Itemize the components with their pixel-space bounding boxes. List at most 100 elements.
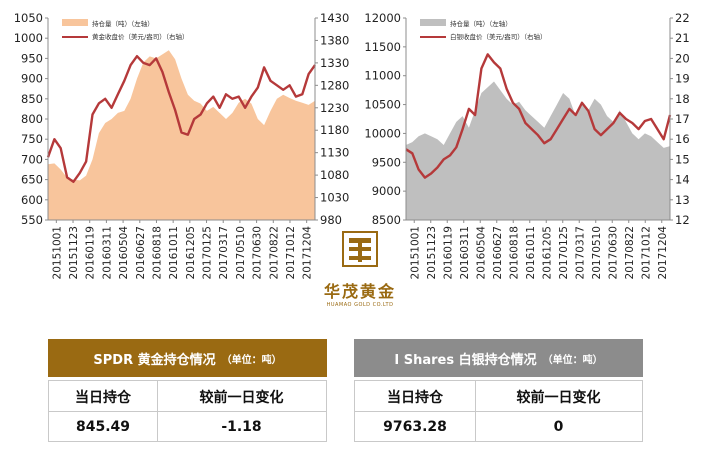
x-tick-label: 20170630 (252, 226, 264, 279)
legend-area-label: 持仓量（吨）（左轴） (450, 19, 512, 28)
silver-table: 当日持仓 较前一日变化 9763.28 0 (354, 380, 643, 442)
left-tick-label: 850 (21, 92, 43, 106)
x-tick-label: 20170630 (607, 226, 619, 279)
right-tick-label: 20 (675, 51, 690, 65)
right-tick-label: 1180 (320, 123, 349, 137)
right-tick-label: 1080 (320, 168, 349, 182)
x-tick-label: 20170125 (202, 226, 214, 279)
x-tick-label: 20170510 (591, 226, 603, 279)
left-tick-label: 8500 (372, 213, 401, 227)
gold-table: 当日持仓 较前一日变化 845.49 -1.18 (48, 380, 327, 442)
x-tick-label: 20160818 (151, 226, 163, 279)
gold-col-holding-header: 当日持仓 (75, 389, 131, 406)
left-tick-label: 750 (21, 132, 43, 146)
x-tick-label: 20160818 (508, 226, 520, 279)
x-tick-label: 20151123 (68, 226, 80, 279)
left-tick-label: 1000 (14, 31, 43, 45)
x-tick-label: 20170822 (624, 226, 636, 279)
right-tick-label: 16 (675, 132, 690, 146)
x-tick-label: 20171012 (285, 226, 297, 279)
legend-line-label: 白银收盘价（美元/盎司）（右轴） (450, 32, 546, 41)
price-line-series (46, 55, 316, 183)
logo-subtitle: HUAMAO GOLD CO.LTD (326, 302, 394, 308)
x-tick-label: 20171204 (302, 226, 314, 280)
silver-table-header: I Shares 白银持仓情况 （单位：吨） (354, 339, 643, 377)
silver-holdings-chart: 8500 9000 9500 10000 10500 11000 11500 12000 12 1… (364, 11, 690, 280)
gold-table-title: SPDR 黄金持仓情况 (93, 352, 216, 368)
right-tick-label: 1280 (320, 78, 349, 92)
silver-table-unit: （单位：吨） (542, 354, 603, 366)
right-tick-label: 1380 (320, 33, 349, 47)
left-tick-label: 550 (21, 213, 43, 227)
right-tick-label: 13 (675, 193, 690, 207)
right-tick-label: 19 (675, 72, 690, 86)
silver-holding-value: 9763.28 (383, 418, 447, 435)
x-tick-label: 20160311 (101, 226, 113, 279)
right-tick-label: 1130 (320, 146, 349, 160)
left-tick-label: 12000 (364, 11, 401, 25)
x-tick-label: 20160119 (442, 226, 454, 279)
legend-area-label: 持仓量（吨）（左轴） (92, 19, 154, 28)
right-tick-label: 14 (675, 173, 690, 187)
silver-table-title: I Shares 白银持仓情况 (394, 352, 537, 368)
left-tick-label: 10000 (364, 126, 401, 140)
price-line-series (405, 53, 672, 179)
right-tick-label: 12 (675, 213, 690, 227)
x-tick-label: 20161205 (185, 226, 197, 279)
gold-holding-value: 845.49 (75, 418, 131, 435)
legend-area-swatch (420, 19, 446, 26)
silver-change-value: 0 (553, 418, 564, 435)
x-tick-label: 20161011 (525, 226, 537, 279)
gold-col-change-header: 较前一日变化 (199, 389, 284, 406)
right-tick-label: 21 (675, 31, 690, 45)
x-tick-label: 20151001 (409, 226, 421, 279)
x-tick-label: 20170125 (558, 226, 570, 279)
right-tick-label: 980 (320, 213, 342, 227)
right-tick-label: 15 (675, 152, 690, 166)
x-tick-label: 20160311 (459, 226, 471, 279)
x-tick-label: 20171204 (657, 226, 669, 280)
x-tick-label: 20161011 (168, 226, 180, 279)
left-tick-label: 11500 (364, 40, 401, 54)
left-tick-label: 650 (21, 173, 43, 187)
x-tick-label: 20160627 (135, 226, 147, 279)
left-tick-label: 9000 (372, 184, 401, 198)
x-tick-label: 20170317 (218, 226, 230, 279)
logo-emblem-icon (342, 231, 378, 267)
x-tick-label: 20170317 (574, 226, 586, 279)
left-tick-label: 950 (21, 51, 43, 65)
x-tick-label: 20151001 (51, 226, 63, 279)
holdings-area-series (406, 81, 670, 220)
left-tick-label: 700 (21, 152, 43, 166)
right-tick-label: 17 (675, 112, 690, 126)
legend-area-swatch (62, 19, 88, 26)
left-tick-label: 900 (21, 72, 43, 86)
x-tick-label: 20160504 (118, 226, 130, 280)
x-tick-label: 20160119 (85, 226, 97, 279)
gold-holdings-chart: 550 600 650 700 750 800 850 900 950 1000 1050 980 10… (14, 11, 350, 280)
gold-change-value: -1.18 (221, 418, 262, 435)
x-tick-label: 20160627 (492, 226, 504, 279)
left-tick-label: 9500 (372, 155, 401, 169)
right-tick-label: 1330 (320, 56, 349, 70)
x-tick-label: 20170510 (235, 226, 247, 279)
x-tick-label: 20151123 (426, 226, 438, 279)
x-tick-label: 20171012 (640, 226, 652, 279)
left-tick-label: 1050 (14, 11, 43, 25)
left-tick-label: 10500 (364, 98, 401, 112)
logo-name: 华茂黄金 (323, 282, 396, 301)
left-tick-label: 600 (21, 193, 43, 207)
right-tick-label: 1430 (320, 11, 349, 25)
right-tick-label: 18 (675, 92, 690, 106)
silver-col-holding-header: 当日持仓 (387, 389, 443, 406)
holdings-area-series (48, 50, 315, 220)
company-logo: 华茂黄金 HUAMAO GOLD CO.LTD (305, 228, 415, 308)
x-tick-label: 20170822 (268, 226, 280, 279)
gold-table-header: SPDR 黄金持仓情况 （单位：吨） (48, 339, 327, 377)
right-tick-label: 1230 (320, 101, 349, 115)
left-tick-label: 11000 (364, 69, 401, 83)
left-tick-label: 800 (21, 112, 43, 126)
gold-table-unit: （单位：吨） (221, 354, 282, 366)
x-tick-label: 20161205 (541, 226, 553, 279)
right-tick-label: 22 (675, 11, 690, 25)
